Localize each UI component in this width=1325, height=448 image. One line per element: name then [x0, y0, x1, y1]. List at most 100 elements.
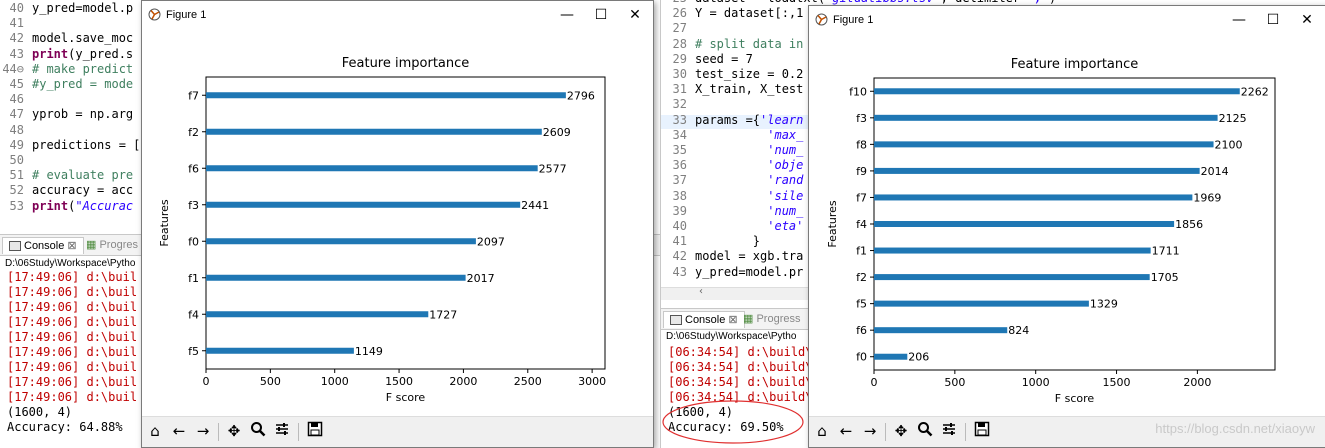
code-text[interactable]: y_pred=model.pr: [695, 264, 804, 279]
forward-icon[interactable]: →: [196, 422, 210, 440]
right-figure-titlebar[interactable]: Figure 1 — ☐ ✕: [809, 6, 1325, 34]
left-figure-titlebar[interactable]: Figure 1 — ☐ ✕: [142, 1, 653, 29]
pan-icon[interactable]: ✥: [227, 422, 241, 440]
code-line[interactable]: 52 accuracy = acc: [0, 183, 140, 198]
code-line[interactable]: 44⊖ # make predict: [0, 62, 140, 77]
code-line[interactable]: 40 y_pred=model.p: [0, 1, 140, 16]
back-icon[interactable]: ←: [839, 422, 853, 440]
code-line[interactable]: 48: [0, 123, 140, 138]
code-line[interactable]: 43 print(y_pred.s: [0, 47, 140, 62]
left-console-tab[interactable]: Console ⊠: [2, 237, 84, 254]
code-text[interactable]: 'num_: [767, 203, 804, 218]
line-number: 36: [672, 158, 687, 173]
close-icon[interactable]: ✕: [1301, 12, 1313, 28]
code-text[interactable]: }: [695, 234, 761, 249]
code-line[interactable]: 28 # split data in: [663, 37, 1056, 52]
code-line[interactable]: 35 'num_: [663, 143, 1056, 158]
left-figure-window[interactable]: Figure 1 — ☐ ✕ Feature importance f7 2796 f…: [141, 0, 654, 448]
code-line[interactable]: 31 X_train, X_test: [663, 82, 1056, 97]
code-text[interactable]: yprob = np.arg: [32, 107, 134, 122]
code-line[interactable]: 41: [0, 16, 140, 31]
right-code-lines[interactable]: 25 dataset = loadtxt('gitdatibbs.tsv', de…: [663, 0, 1057, 280]
save-icon[interactable]: [972, 421, 992, 441]
code-line[interactable]: 34 'max_: [663, 128, 1056, 143]
code-line[interactable]: 51 # evaluate pre: [0, 168, 140, 183]
code-text[interactable]: params ={'learn: [695, 112, 804, 127]
code-line[interactable]: 47 yprob = np.arg: [0, 107, 140, 122]
code-text[interactable]: test_size = 0.2: [695, 67, 804, 82]
code-line[interactable]: 32: [663, 97, 1056, 112]
code-text[interactable]: # split data in: [695, 36, 804, 51]
left-progress-tab[interactable]: ▦ Progres: [86, 239, 138, 251]
close-tab-icon[interactable]: ⊠: [728, 314, 738, 326]
code-text[interactable]: # make predict: [32, 61, 134, 76]
line-number: 25: [663, 0, 687, 6]
code-text[interactable]: 'eta': [767, 219, 804, 234]
left-code-lines[interactable]: 40 y_pred=model.p 41 42 model.save_moc 43 prin…: [0, 1, 140, 214]
code-line[interactable]: 26 Y = dataset[:,1: [663, 6, 1056, 21]
code-text[interactable]: dataset = loadtxt('gitdatibbs.tsv', deli…: [695, 0, 1056, 5]
code-line[interactable]: 46: [0, 92, 140, 107]
right-console-tab[interactable]: Console ⊠: [663, 311, 745, 328]
left-console-output[interactable]: [17:49:06] d:\buil [17:49:06] d:\buil [17:…: [7, 270, 137, 435]
code-line[interactable]: 29 seed = 7: [663, 52, 1056, 67]
code-line[interactable]: 37 'rand: [663, 173, 1056, 188]
code-line[interactable]: 42 model.save_moc: [0, 31, 140, 46]
code-line[interactable]: 43 y_pred=model.pr: [663, 265, 1056, 280]
right-progress-tab[interactable]: ▦ Progress: [743, 313, 801, 325]
maximize-icon[interactable]: ☐: [594, 7, 608, 23]
code-line[interactable]: 38 'sile: [663, 189, 1056, 204]
close-tab-icon[interactable]: ⊠: [67, 240, 77, 252]
code-line[interactable]: 42 model = xgb.tra: [663, 249, 1056, 264]
minimize-icon[interactable]: —: [560, 7, 574, 23]
code-text[interactable]: 'sile: [767, 188, 804, 203]
home-icon[interactable]: ⌂: [150, 422, 160, 440]
code-text[interactable]: model = xgb.tra: [695, 249, 804, 264]
code-text[interactable]: 'max_: [767, 127, 804, 142]
pan-icon[interactable]: ✥: [894, 422, 908, 440]
close-icon[interactable]: ✕: [629, 7, 641, 23]
code-line[interactable]: 53 print("Accurac: [0, 199, 140, 214]
code-text[interactable]: print("Accurac: [32, 198, 134, 213]
maximize-icon[interactable]: ☐: [1266, 12, 1280, 28]
code-text[interactable]: seed = 7: [695, 51, 753, 66]
right-figure-window[interactable]: Figure 1 — ☐ ✕ Feature importance f10 2262…: [808, 5, 1325, 448]
configure-subplots-icon[interactable]: [272, 421, 292, 441]
y-tick-label: f7: [856, 191, 867, 204]
forward-icon[interactable]: →: [863, 422, 877, 440]
code-text[interactable]: accuracy = acc: [32, 183, 134, 198]
code-line[interactable]: 49 predictions = [: [0, 137, 141, 153]
code-text[interactable]: 'obje: [767, 158, 804, 173]
code-text[interactable]: #y_pred = mode: [32, 77, 134, 92]
configure-subplots-icon[interactable]: [939, 421, 959, 441]
code-line[interactable]: 41 }: [663, 234, 1056, 249]
save-icon[interactable]: [305, 421, 325, 441]
code-text[interactable]: 'rand: [767, 173, 804, 188]
minimize-icon[interactable]: —: [1232, 12, 1246, 28]
code-text[interactable]: model.save_moc: [32, 31, 134, 46]
back-icon[interactable]: ←: [172, 422, 186, 440]
y-tick-label: f3: [188, 199, 199, 212]
code-line[interactable]: 25 dataset = loadtxt('gitdatibbs.tsv', de…: [663, 0, 1057, 6]
code-line[interactable]: 40 'eta': [663, 219, 1056, 234]
line-number: 52: [9, 183, 24, 198]
code-line[interactable]: 45 #y_pred = mode: [0, 77, 140, 92]
code-line[interactable]: 27: [663, 21, 1056, 36]
code-text[interactable]: 'num_: [767, 143, 804, 158]
zoom-icon[interactable]: [248, 421, 268, 441]
code-line[interactable]: 50: [0, 153, 140, 168]
code-text[interactable]: y_pred=model.p: [32, 1, 134, 15]
code-text[interactable]: Y = dataset[:,1: [695, 6, 804, 21]
code-text[interactable]: print(y_pred.s: [32, 46, 134, 61]
scroll-left-icon[interactable]: ‹: [699, 286, 703, 297]
y-tick-label: f7: [188, 89, 199, 102]
zoom-icon[interactable]: [915, 421, 935, 441]
code-line[interactable]: 30 test_size = 0.2: [663, 67, 1056, 82]
code-line[interactable]: 39 'num_: [663, 204, 1056, 219]
home-icon[interactable]: ⌂: [817, 422, 827, 440]
code-line[interactable]: 33 params ={'learn: [663, 113, 1056, 128]
code-text[interactable]: # evaluate pre: [32, 168, 134, 183]
code-line[interactable]: 36 'obje: [663, 158, 1056, 173]
code-text[interactable]: predictions = [: [32, 137, 141, 152]
code-text[interactable]: X_train, X_test: [695, 82, 804, 97]
